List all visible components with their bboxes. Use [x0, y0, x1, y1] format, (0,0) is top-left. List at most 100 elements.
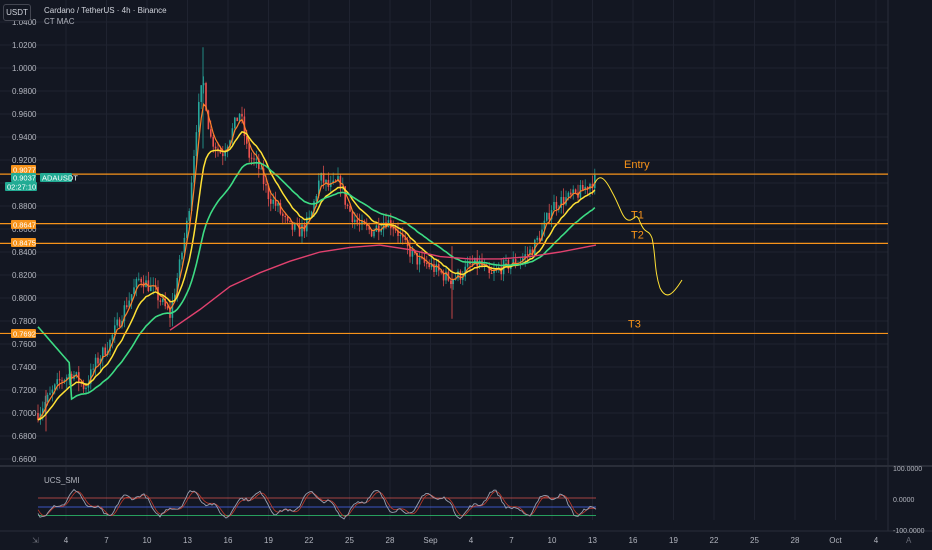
- candle-body: [586, 186, 589, 190]
- time-axis-label: 7: [509, 536, 514, 545]
- candle-body: [231, 128, 234, 141]
- price-tag-label: 0.8647: [13, 221, 36, 230]
- candle-body: [75, 372, 78, 375]
- candle-body: [560, 196, 562, 208]
- candle-body: [123, 305, 126, 321]
- candle-body: [202, 83, 205, 86]
- candle-body: [440, 270, 442, 273]
- candle-body: [327, 179, 330, 187]
- candle-body: [267, 185, 270, 200]
- candle-body: [82, 383, 85, 390]
- currency-badge[interactable]: USDT: [3, 4, 31, 21]
- candle-body: [361, 221, 363, 225]
- candle-body: [330, 183, 332, 187]
- indicator-label[interactable]: CT MAC: [44, 17, 75, 26]
- price-axis-label: 0.7000: [12, 409, 37, 418]
- candle-body: [102, 347, 104, 359]
- candle-body: [234, 117, 236, 129]
- price-tag: [11, 173, 36, 182]
- candle-body: [572, 189, 574, 195]
- time-axis-label: 4: [874, 536, 879, 545]
- price-axis-label: 0.7600: [12, 340, 37, 349]
- candle-body: [430, 264, 433, 268]
- candle-body: [404, 237, 406, 240]
- candle-body: [538, 237, 541, 241]
- candle-body: [217, 148, 219, 150]
- candle-body: [210, 129, 212, 137]
- auto-scale-icon[interactable]: A: [906, 536, 912, 545]
- price-tag: [11, 238, 36, 247]
- price-axis-label: 0.7800: [12, 317, 37, 326]
- candle-body: [310, 211, 313, 217]
- candle-body: [236, 117, 238, 122]
- candle-body: [277, 203, 279, 206]
- candle-body: [490, 272, 493, 274]
- candle-body: [445, 271, 447, 281]
- candle-body: [94, 357, 97, 369]
- candle-body: [464, 266, 466, 277]
- osc-axis-label: -100.0000: [893, 528, 925, 535]
- candle-body: [322, 173, 325, 183]
- candle-body: [452, 279, 454, 284]
- candle-body: [382, 222, 385, 230]
- candle-body: [488, 266, 490, 273]
- candle-body: [270, 199, 272, 204]
- candle-body: [418, 257, 421, 265]
- candle-body: [550, 210, 553, 220]
- candle-body: [356, 219, 358, 223]
- candle-body: [428, 264, 430, 268]
- level-label-t1: T1: [631, 210, 644, 222]
- time-axis-label: 13: [588, 536, 597, 545]
- candle-body: [212, 136, 214, 147]
- price-tag-label: 0.7692: [13, 330, 36, 339]
- candle-body: [574, 189, 577, 193]
- candle-body: [188, 211, 190, 221]
- candle-body: [205, 83, 207, 111]
- osc-axis-label: 0.0000: [893, 497, 915, 504]
- price-axis-label: 0.8200: [12, 271, 37, 280]
- candle-body: [111, 334, 114, 340]
- candle-body: [411, 250, 414, 257]
- candle-body: [274, 199, 277, 206]
- time-axis-label: 4: [64, 536, 69, 545]
- candle-body: [171, 301, 174, 318]
- price-axis-label: 0.6600: [12, 455, 37, 464]
- time-axis-label: 16: [224, 536, 233, 545]
- time-axis-label: 28: [386, 536, 395, 545]
- candle-body: [56, 379, 58, 385]
- price-axis-label: 0.8600: [12, 225, 37, 234]
- price-tag: [40, 173, 72, 182]
- candle-body: [570, 192, 572, 195]
- candle-body: [442, 272, 445, 281]
- candle-body: [138, 278, 140, 280]
- time-axis-label: 22: [305, 536, 314, 545]
- candle-body: [334, 180, 337, 182]
- candle-body: [457, 271, 459, 279]
- candle-body: [114, 325, 116, 335]
- oscillator-label[interactable]: UCS_SMI: [44, 476, 80, 485]
- candle-body: [140, 278, 142, 283]
- price-axis-label: 1.0200: [12, 41, 37, 50]
- candle-body: [594, 174, 596, 189]
- candle-body: [99, 358, 102, 364]
- candle-body: [262, 168, 265, 185]
- price-tag: [11, 165, 36, 174]
- price-axis-label: 0.7200: [12, 386, 37, 395]
- candle-body: [409, 246, 411, 257]
- candle-body: [531, 249, 534, 256]
- candle-body: [166, 306, 169, 309]
- candle-body: [159, 300, 162, 302]
- candle-body: [291, 221, 294, 230]
- osc-signal-line: [37, 490, 597, 517]
- candle-body: [450, 280, 452, 284]
- time-axis-label: Sep: [423, 536, 438, 545]
- candle-body: [253, 158, 255, 160]
- ma-slow-line: [169, 244, 597, 331]
- go-to-date-icon[interactable]: ⇲: [32, 536, 39, 545]
- candle-body: [433, 264, 435, 272]
- candle-body: [332, 180, 334, 184]
- candle-body: [462, 276, 464, 280]
- level-label-entry: Entry: [624, 159, 650, 171]
